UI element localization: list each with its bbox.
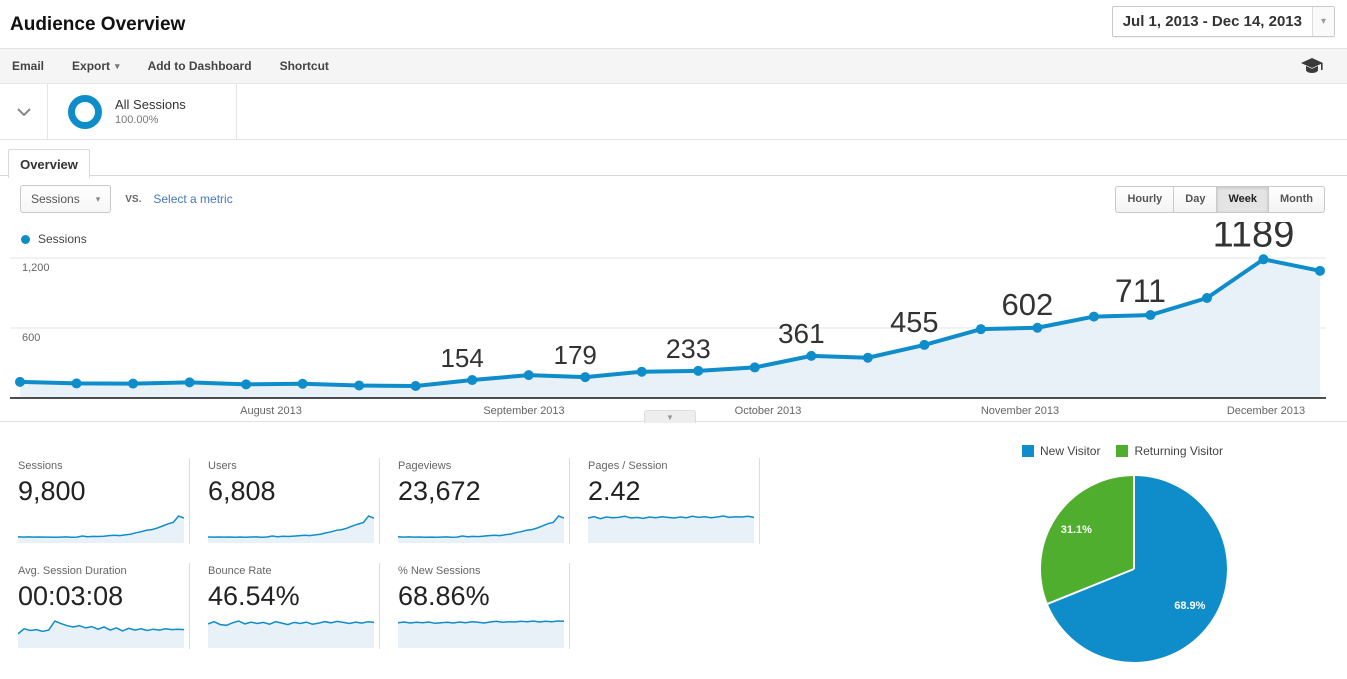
metric-sparkline xyxy=(18,515,184,543)
segment-collapse-button[interactable] xyxy=(0,84,48,139)
metric-card-bounce-rate[interactable]: Bounce Rate 46.54% xyxy=(190,563,380,649)
metric-value: 6,808 xyxy=(208,476,276,506)
granularity-week-button[interactable]: Week xyxy=(1216,185,1270,213)
chart-legend: Sessions xyxy=(21,232,87,246)
legend-swatch-icon xyxy=(1022,445,1034,457)
legend-label: Returning Visitor xyxy=(1134,444,1223,458)
metric-sparkline xyxy=(398,620,564,648)
segment-name: All Sessions xyxy=(115,97,186,112)
pie-separator xyxy=(1133,476,1135,569)
chevron-down-icon: ▾ xyxy=(95,193,101,204)
pie-legend-returning-visitor[interactable]: Returning Visitor xyxy=(1116,444,1223,458)
pie-slice-label-returning: 31.1% xyxy=(1060,523,1092,536)
date-range-text: Jul 1, 2013 - Dec 14, 2013 xyxy=(1122,13,1302,30)
metric-card-row: Avg. Session Duration 00:03:08 Bounce Rate… xyxy=(0,563,990,649)
chevron-down-icon: ▾ xyxy=(115,60,120,71)
metric-value: 2.42 xyxy=(588,476,641,506)
y-axis-tick: 1,200 xyxy=(22,262,50,274)
action-export[interactable]: Export ▾ xyxy=(72,59,120,73)
x-axis-month-label: December 2013 xyxy=(1227,405,1305,417)
pie-separator xyxy=(1047,568,1135,605)
metric-card-avg-session-duration[interactable]: Avg. Session Duration 00:03:08 xyxy=(0,563,190,649)
segment-row: All Sessions 100.00% xyxy=(0,84,1347,140)
metric-card-users[interactable]: Users 6,808 xyxy=(190,458,380,544)
point-value-label: 455 xyxy=(890,307,938,339)
pie-legend-new-visitor[interactable]: New Visitor xyxy=(1022,444,1100,458)
metric-sparkline xyxy=(398,515,564,543)
segment-donut-icon xyxy=(68,94,102,129)
metric-sparkline xyxy=(18,620,184,648)
metric-sparkline xyxy=(588,515,754,543)
select-a-metric-link[interactable]: Select a metric xyxy=(153,192,233,206)
action-email[interactable]: Email xyxy=(12,59,45,73)
sessions-legend-dot-icon xyxy=(21,234,30,244)
metric-label: Sessions xyxy=(18,460,63,472)
metric-sparkline xyxy=(208,620,374,648)
graduation-cap-icon[interactable] xyxy=(1301,57,1323,75)
metric-value: 00:03:08 xyxy=(18,581,124,611)
page-title: Audience Overview xyxy=(10,14,186,35)
tab-overview[interactable]: Overview xyxy=(8,149,90,178)
metric-card-pageviews[interactable]: Pageviews 23,672 xyxy=(380,458,570,544)
granularity-day-button[interactable]: Day xyxy=(1173,185,1218,213)
x-axis-month-label: August 2013 xyxy=(240,405,302,417)
metric-value: 9,800 xyxy=(18,476,86,506)
point-value-label: 711 xyxy=(1115,273,1166,309)
granularity-hourly-button[interactable]: Hourly xyxy=(1115,185,1175,213)
metric-sparkline xyxy=(208,515,374,543)
metric-value: 23,672 xyxy=(398,476,481,506)
legend-label: New Visitor xyxy=(1040,444,1101,458)
action-add-to-dashboard[interactable]: Add to Dashboard xyxy=(147,59,252,73)
sessions-legend-label: Sessions xyxy=(38,232,87,246)
metric-card--new-sessions[interactable]: % New Sessions 68.86% xyxy=(380,563,570,649)
chevron-down-icon xyxy=(16,107,31,116)
page-header: Audience Overview Jul 1, 2013 - Dec 14, … xyxy=(0,0,1347,48)
metric-card-pages-session[interactable]: Pages / Session 2.42 xyxy=(570,458,760,544)
metric-label: Avg. Session Duration xyxy=(18,565,127,577)
sessions-chart-panel: Sessions 154 179 233 361 455 602 711 1189 600 1,2… xyxy=(0,222,1347,423)
visitor-type-pie-chart[interactable]: 68.9% 31.1% xyxy=(1041,476,1227,662)
x-axis-month-label: September 2013 xyxy=(483,405,564,417)
x-axis-month-label: November 2013 xyxy=(981,405,1059,417)
point-value-label: 1189 xyxy=(1213,222,1295,255)
tab-row: Overview xyxy=(0,140,1347,178)
metric-value: 46.54% xyxy=(208,581,300,611)
metric-card-sessions[interactable]: Sessions 9,800 xyxy=(0,458,190,544)
x-axis-month-label: October 2013 xyxy=(735,405,802,417)
sessions-line-chart[interactable]: 154 179 233 361 455 602 711 1189 600 1,200 August … xyxy=(0,222,1347,422)
metric-label: Bounce Rate xyxy=(208,565,272,577)
metric-card-row: Sessions 9,800 Users 6,808 Pageviews 23,672 Pa… xyxy=(0,458,990,544)
metric-cards: Sessions 9,800 Users 6,808 Pageviews 23,672 Pa… xyxy=(0,458,990,668)
date-range-picker[interactable]: Jul 1, 2013 - Dec 14, 2013 ▾ xyxy=(1111,6,1335,37)
y-axis-tick: 600 xyxy=(22,332,40,344)
visitor-pie-block: New Visitor Returning Visitor 68.9% 31.1% xyxy=(1000,422,1347,679)
granularity-month-button[interactable]: Month xyxy=(1268,185,1325,213)
metric-label: Pages / Session xyxy=(588,460,668,472)
summary-section: Sessions 9,800 Users 6,808 Pageviews 23,672 Pa… xyxy=(0,422,1347,679)
metric-label: Users xyxy=(208,460,237,472)
metric-label: Pageviews xyxy=(398,460,452,472)
metric-label: % New Sessions xyxy=(398,565,481,577)
point-value-label: 233 xyxy=(666,334,711,364)
granularity-button-group: Hourly Day Week Month xyxy=(1115,185,1325,213)
action-bar: Email Export ▾ Add to Dashboard Shortcut xyxy=(0,48,1347,84)
pie-legend: New Visitor Returning Visitor xyxy=(1022,444,1223,458)
pie-slice-label-new: 68.9% xyxy=(1174,600,1206,613)
chart-collapse-handle[interactable]: ▼ xyxy=(644,410,696,423)
metric-select-label: Sessions xyxy=(31,192,80,206)
point-value-label: 361 xyxy=(778,318,825,349)
point-value-label: 154 xyxy=(440,343,483,373)
vs-label: VS. xyxy=(125,193,142,205)
action-shortcut[interactable]: Shortcut xyxy=(279,59,329,73)
controls-row: Sessions ▾ VS. Select a metric Hourly Day… xyxy=(0,176,1347,222)
segment-all-sessions[interactable]: All Sessions 100.00% xyxy=(48,84,237,139)
point-value-label: 602 xyxy=(1002,287,1054,322)
segment-percent: 100.00% xyxy=(115,114,159,126)
metric-value: 68.86% xyxy=(398,581,490,611)
point-value-label: 179 xyxy=(554,340,597,370)
date-range-caret-icon[interactable]: ▾ xyxy=(1312,7,1334,36)
legend-swatch-icon xyxy=(1116,445,1129,457)
metric-select-dropdown[interactable]: Sessions ▾ xyxy=(20,185,112,213)
